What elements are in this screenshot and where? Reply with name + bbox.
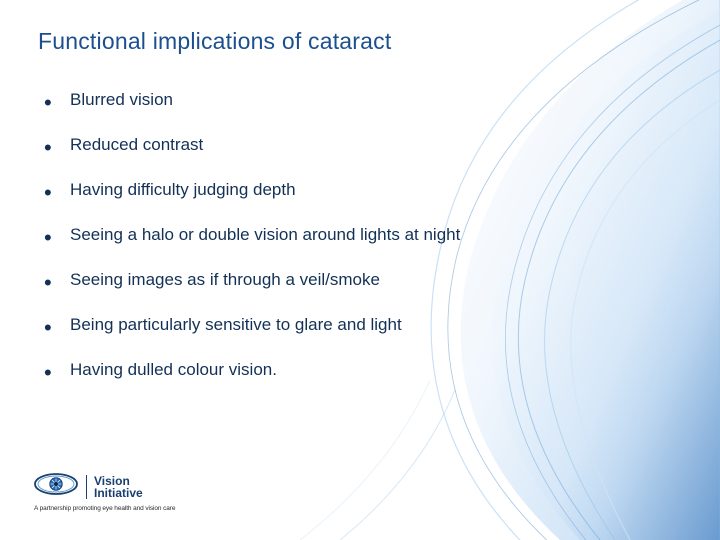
list-item: Blurred vision — [38, 89, 682, 112]
list-item: Seeing a halo or double vision around li… — [38, 224, 682, 247]
bullet-list: Blurred vision Reduced contrast Having d… — [38, 89, 682, 382]
list-item: Seeing images as if through a veil/smoke — [38, 269, 682, 292]
slide-title: Functional implications of cataract — [38, 28, 682, 55]
list-item: Having dulled colour vision. — [38, 359, 682, 382]
footer-logo: Vision Initiative A partnership promotin… — [34, 471, 175, 512]
logo-text: Vision Initiative — [86, 475, 143, 499]
logo-tagline: A partnership promoting eye health and v… — [34, 505, 175, 512]
logo-row: Vision Initiative — [34, 471, 175, 502]
logo-line2: Initiative — [94, 487, 143, 499]
list-item: Having difficulty judging depth — [38, 179, 682, 202]
eye-icon — [34, 471, 78, 502]
list-item: Being particularly sensitive to glare an… — [38, 314, 682, 337]
slide-content: Functional implications of cataract Blur… — [0, 0, 720, 540]
logo-line1: Vision — [94, 475, 143, 487]
list-item: Reduced contrast — [38, 134, 682, 157]
